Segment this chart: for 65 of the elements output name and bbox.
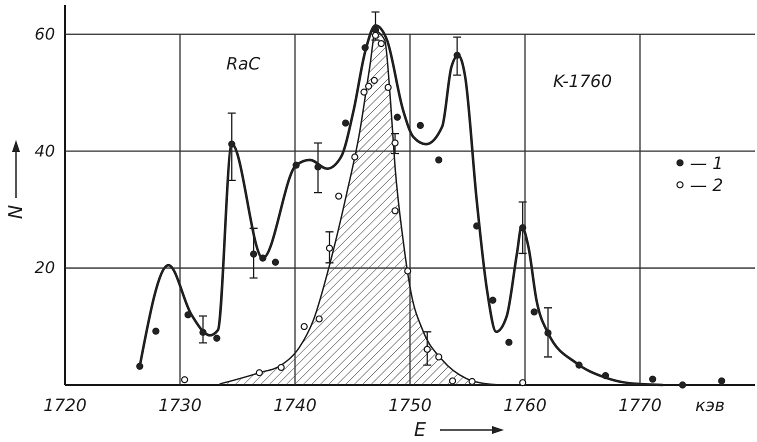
x-tick-label: 1720 [43, 396, 87, 416]
point [351, 153, 358, 161]
x-tick-label: 1750 [388, 396, 432, 416]
x-tick-label: 1730 [158, 396, 202, 416]
point [505, 338, 512, 346]
point [362, 44, 369, 52]
point [272, 258, 280, 266]
point [326, 244, 334, 252]
point [416, 122, 424, 130]
point [424, 346, 431, 353]
annotation: K-1760 [553, 72, 612, 92]
point [468, 378, 476, 386]
point [448, 377, 456, 384]
point [384, 84, 392, 92]
point [394, 114, 401, 121]
point [152, 328, 160, 335]
point [292, 162, 300, 169]
point [278, 364, 285, 372]
point [391, 139, 399, 147]
point [391, 207, 399, 214]
point [342, 120, 350, 127]
point [213, 334, 220, 342]
point [335, 192, 342, 200]
point [489, 296, 496, 304]
point [181, 376, 188, 384]
point [259, 254, 266, 262]
point [404, 267, 412, 275]
point [316, 315, 323, 323]
point [678, 381, 686, 389]
point [370, 76, 378, 84]
point [718, 377, 726, 384]
y-axis-title: N [5, 204, 27, 220]
point [602, 372, 610, 380]
y-tick-label: 20 [34, 258, 55, 278]
point [544, 329, 552, 337]
point [435, 156, 442, 164]
x-tick-label: 1760 [503, 396, 547, 416]
point [300, 322, 308, 330]
point [519, 224, 526, 232]
point [454, 52, 461, 59]
point [250, 250, 258, 258]
point [228, 140, 236, 148]
point [136, 362, 144, 370]
point [435, 353, 442, 361]
y-tick-label: 40 [34, 141, 55, 160]
point [575, 362, 583, 369]
point [372, 32, 380, 39]
point [530, 308, 538, 316]
point [649, 376, 656, 383]
y-tick-label: 60 [34, 24, 55, 44]
point [360, 88, 368, 96]
x-axis-title: E [414, 419, 426, 441]
point [378, 40, 385, 48]
text: кэв [695, 396, 725, 416]
point [365, 82, 372, 90]
legend-label: — 2 [690, 176, 724, 196]
point [184, 311, 192, 318]
point [199, 328, 207, 336]
point [256, 369, 263, 376]
point [519, 379, 526, 386]
annotation: RaC [226, 54, 260, 74]
legend-label: — 1 [690, 154, 724, 174]
x-tick-label: 1770 [618, 396, 662, 416]
point [314, 163, 322, 171]
x-tick-label: 1740 [273, 396, 317, 416]
